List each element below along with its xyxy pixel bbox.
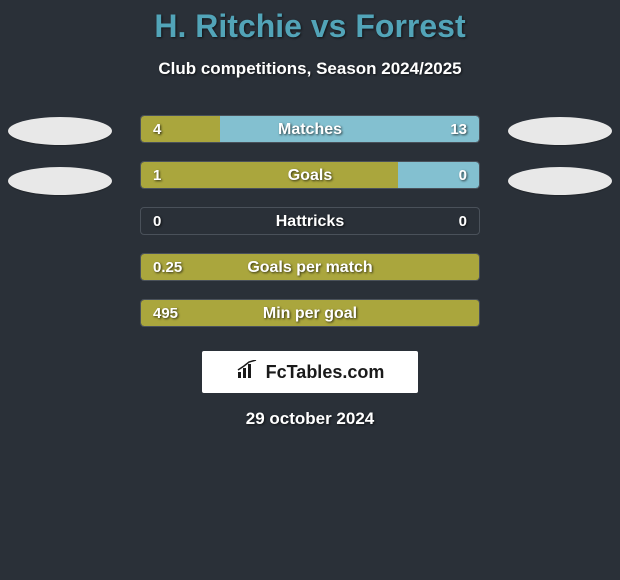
team-badge-right [508,167,612,195]
brand-badge: FcTables.com [202,351,418,393]
stat-row: 0.25Goals per match [0,247,620,293]
page-title: H. Ritchie vs Forrest [0,8,620,45]
stat-rows: 413Matches 10Goals 00Hattricks 0.25Goals pe… [0,109,620,339]
stat-label: Goals per match [141,254,479,281]
team-badge-right [508,117,612,145]
comparison-infographic: H. Ritchie vs Forrest Club competitions,… [0,0,620,429]
stat-row: 00Hattricks [0,201,620,247]
stat-label: Goals [141,162,479,189]
stat-label: Matches [141,116,479,143]
brand-text: FcTables.com [266,362,385,383]
stat-label: Hattricks [141,208,479,235]
stat-bar: 10Goals [140,161,480,189]
stat-row: 413Matches [0,109,620,155]
stat-row: 495Min per goal [0,293,620,339]
team-badge-left [8,117,112,145]
chart-icon [236,360,260,385]
stat-bar: 495Min per goal [140,299,480,327]
stat-label: Min per goal [141,300,479,327]
stat-row: 10Goals [0,155,620,201]
stat-bar: 413Matches [140,115,480,143]
stat-bar: 00Hattricks [140,207,480,235]
team-badge-left [8,167,112,195]
stat-bar: 0.25Goals per match [140,253,480,281]
subtitle: Club competitions, Season 2024/2025 [0,59,620,79]
date-label: 29 october 2024 [0,409,620,429]
